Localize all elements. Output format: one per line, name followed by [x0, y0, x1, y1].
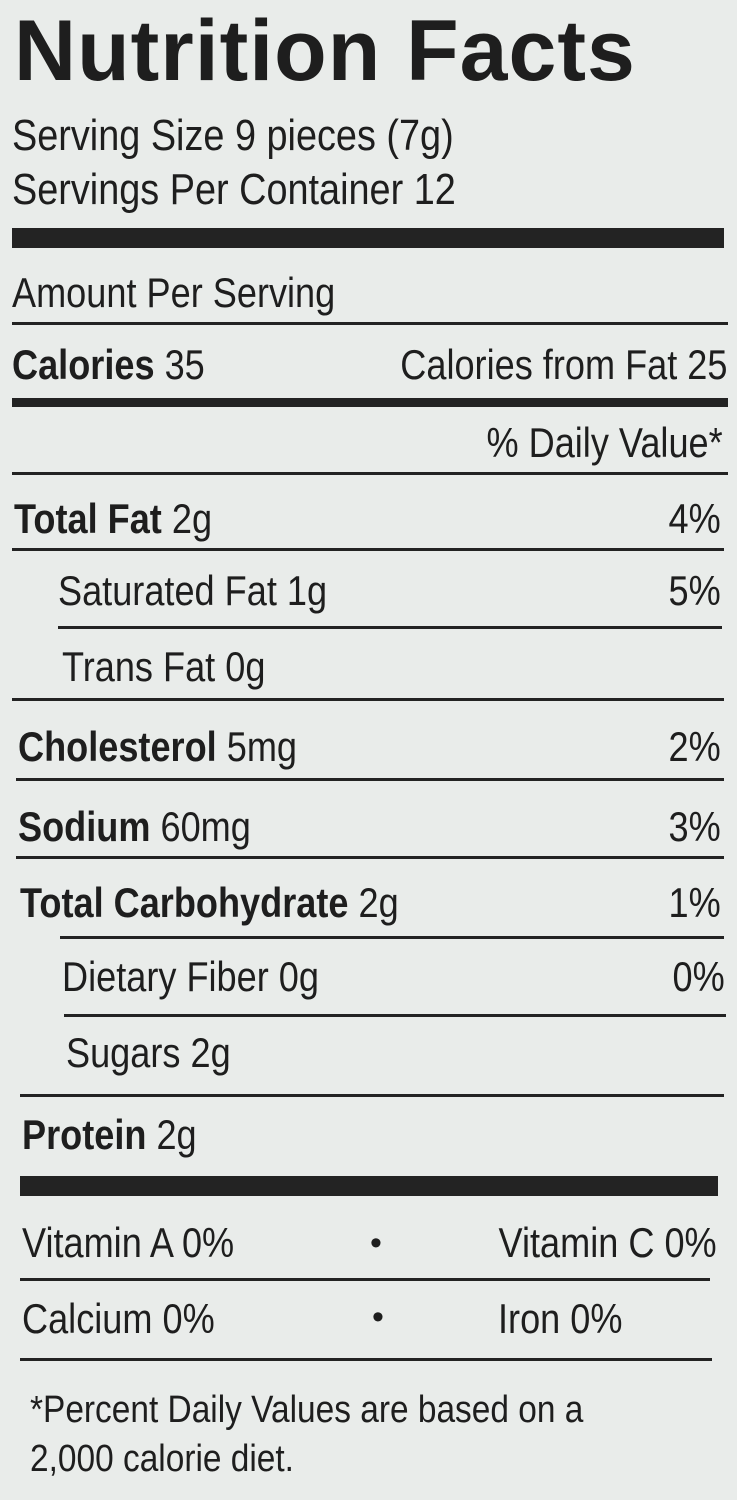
thick-divider [12, 228, 724, 248]
divider [20, 1094, 724, 1097]
footnote-line: *Percent Daily Values are based on a [30, 1389, 584, 1431]
vitamin-a: Vitamin A 0% [22, 1219, 235, 1266]
trans-fat-row: Trans Fat 0g [62, 646, 265, 688]
amount-per-serving: Amount Per Serving [12, 269, 336, 316]
nutrient-amount: 2g [358, 879, 399, 926]
divider [16, 778, 724, 781]
saturated-fat-row: Saturated Fat 1g [58, 570, 327, 612]
divider [64, 1014, 726, 1017]
total-fat-dv: 4% [668, 495, 721, 542]
serving-size: Serving Size 9 pieces (7g) [12, 111, 454, 160]
divider [12, 322, 728, 325]
protein-row: Protein 2g [22, 1114, 197, 1156]
divider [16, 856, 724, 859]
medium-divider [12, 398, 728, 407]
nutrient-label: Total Carbohydrate [20, 879, 349, 926]
thick-divider [20, 1176, 718, 1196]
sodium-row: Sodium 60mg [18, 806, 251, 848]
divider [60, 936, 724, 939]
dietary-fiber-row: Dietary Fiber 0g [62, 956, 319, 998]
label-title: Nutrition Facts [14, 3, 636, 99]
calories-row: Calories 35 [12, 344, 205, 386]
sodium-dv: 3% [668, 803, 721, 850]
divider [20, 1278, 710, 1281]
nutrient-label: Saturated Fat [58, 567, 277, 614]
nutrient-amount: 2g [171, 495, 213, 542]
sugars-row: Sugars 2g [66, 1032, 231, 1074]
separator-dot: • [372, 1298, 384, 1336]
total-carbohydrate-dv: 1% [668, 879, 721, 926]
nutrient-label: Sodium [18, 803, 151, 850]
calories-value: 35 [164, 341, 205, 388]
servings-per-container: Servings Per Container 12 [12, 165, 456, 214]
divider [12, 472, 728, 475]
divider [12, 698, 724, 701]
total-fat-row: Total Fat 2g [14, 498, 212, 540]
nutrient-amount: 60mg [160, 803, 251, 850]
total-carbohydrate-row: Total Carbohydrate 2g [20, 882, 399, 924]
nutrient-label: Sugars [66, 1029, 181, 1076]
dietary-fiber-dv: 0% [672, 953, 725, 1000]
nutrient-amount: 0g [225, 643, 266, 690]
nutrient-amount: 1g [286, 567, 328, 614]
saturated-fat-dv: 5% [668, 567, 721, 614]
nutrient-label: Dietary Fiber [62, 953, 269, 1000]
nutrient-label: Protein [22, 1111, 147, 1158]
footnote: *Percent Daily Values are based on a 2,0… [30, 1386, 583, 1483]
nutrient-amount: 0g [278, 953, 319, 1000]
vitamin-c: Vitamin C 0% [498, 1219, 717, 1266]
separator-dot: • [370, 1224, 382, 1262]
iron: Iron 0% [498, 1295, 623, 1342]
calcium: Calcium 0% [22, 1295, 215, 1342]
nutrient-label: Cholesterol [18, 723, 217, 770]
nutrient-label: Trans Fat [62, 643, 216, 690]
cholesterol-row: Cholesterol 5mg [18, 726, 297, 768]
calories-from-fat: Calories from Fat 25 [399, 341, 727, 388]
footnote-line: 2,000 calorie diet. [30, 1437, 294, 1480]
cholesterol-dv: 2% [668, 723, 721, 770]
nutrient-amount: 5mg [226, 723, 298, 770]
nutrient-amount: 2g [156, 1111, 197, 1158]
daily-value-header: % Daily Value* [486, 419, 723, 466]
nutrient-label: Total Fat [14, 495, 162, 542]
nutrient-amount: 2g [190, 1029, 231, 1076]
calories-label: Calories [12, 341, 155, 388]
divider [58, 626, 722, 629]
divider [20, 1358, 712, 1361]
divider [12, 548, 724, 551]
